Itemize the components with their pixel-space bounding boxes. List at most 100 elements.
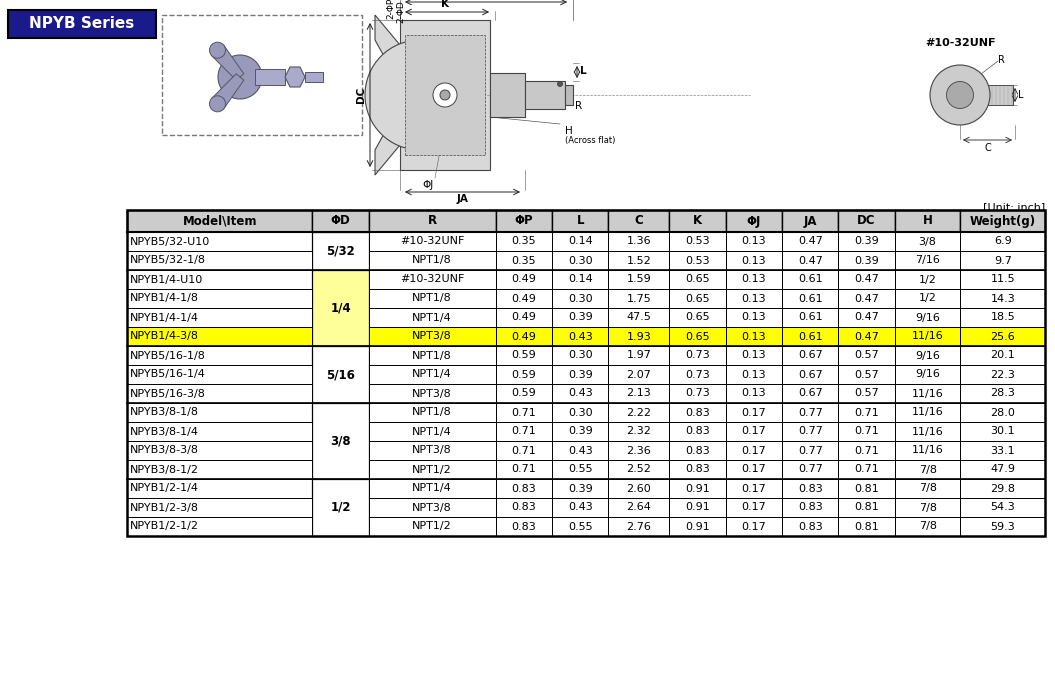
Bar bbox=[305, 72, 323, 82]
Bar bbox=[839, 270, 895, 289]
Text: 7/8: 7/8 bbox=[919, 503, 937, 512]
Bar bbox=[782, 270, 839, 289]
Bar bbox=[369, 384, 496, 403]
Bar bbox=[609, 517, 669, 536]
Bar bbox=[609, 479, 669, 498]
Text: 0.39: 0.39 bbox=[855, 237, 879, 246]
Polygon shape bbox=[375, 15, 400, 85]
Text: NPYB1/4-3/8: NPYB1/4-3/8 bbox=[130, 332, 199, 342]
Bar bbox=[8, 10, 156, 38]
Text: 0.77: 0.77 bbox=[798, 445, 823, 456]
Text: 0.53: 0.53 bbox=[685, 256, 710, 265]
Text: 6.9: 6.9 bbox=[994, 237, 1012, 246]
Bar bbox=[839, 365, 895, 384]
Bar bbox=[726, 441, 782, 460]
Bar bbox=[496, 498, 552, 517]
Text: 0.73: 0.73 bbox=[685, 370, 710, 379]
Text: 9.7: 9.7 bbox=[994, 256, 1012, 265]
Circle shape bbox=[931, 65, 990, 125]
Bar bbox=[726, 251, 782, 270]
Text: 2.36: 2.36 bbox=[627, 445, 651, 456]
Text: 0.13: 0.13 bbox=[742, 389, 766, 398]
Text: 0.57: 0.57 bbox=[855, 370, 879, 379]
Bar bbox=[127, 384, 312, 403]
Bar bbox=[312, 232, 369, 270]
Bar bbox=[726, 232, 782, 251]
Text: 0.49: 0.49 bbox=[512, 312, 536, 323]
Text: 0.49: 0.49 bbox=[512, 332, 536, 342]
Bar bbox=[782, 479, 839, 498]
Text: 2.32: 2.32 bbox=[627, 426, 651, 437]
Bar bbox=[312, 403, 369, 479]
Bar bbox=[609, 498, 669, 517]
Text: 47.9: 47.9 bbox=[991, 465, 1015, 475]
Text: 1.75: 1.75 bbox=[627, 293, 651, 304]
Text: NPYB Series: NPYB Series bbox=[30, 17, 135, 32]
Text: NPYB1/4-1/8: NPYB1/4-1/8 bbox=[130, 293, 199, 304]
Text: NPT3/8: NPT3/8 bbox=[413, 389, 453, 398]
Text: 7/8: 7/8 bbox=[919, 465, 937, 475]
Bar bbox=[369, 365, 496, 384]
Text: 0.65: 0.65 bbox=[685, 293, 710, 304]
Text: 7/8: 7/8 bbox=[919, 484, 937, 494]
Bar bbox=[552, 210, 609, 232]
Bar bbox=[960, 308, 1046, 327]
Bar bbox=[496, 327, 552, 346]
Text: NPYB1/4-1/4: NPYB1/4-1/4 bbox=[130, 312, 199, 323]
Text: 0.59: 0.59 bbox=[512, 370, 536, 379]
Text: ΦJ: ΦJ bbox=[422, 180, 434, 190]
Text: 0.83: 0.83 bbox=[512, 484, 536, 494]
Text: 0.67: 0.67 bbox=[798, 351, 823, 360]
Bar bbox=[405, 35, 485, 155]
Text: 28.0: 28.0 bbox=[991, 407, 1015, 417]
Text: 0.71: 0.71 bbox=[512, 426, 536, 437]
Bar bbox=[127, 232, 312, 251]
Polygon shape bbox=[211, 74, 244, 109]
Bar bbox=[609, 346, 669, 365]
Text: L: L bbox=[1018, 90, 1023, 100]
Text: 0.83: 0.83 bbox=[798, 503, 823, 512]
Text: 0.13: 0.13 bbox=[742, 312, 766, 323]
Text: 0.47: 0.47 bbox=[855, 274, 879, 284]
Text: 0.59: 0.59 bbox=[512, 389, 536, 398]
Text: NPYB1/2-1/2: NPYB1/2-1/2 bbox=[130, 522, 199, 531]
Text: NPT1/4: NPT1/4 bbox=[413, 370, 453, 379]
Bar bbox=[369, 270, 496, 289]
Bar bbox=[369, 232, 496, 251]
Bar bbox=[552, 517, 609, 536]
Text: 2.52: 2.52 bbox=[627, 465, 651, 475]
Bar bbox=[552, 327, 609, 346]
Text: NPYB5/32-U10: NPYB5/32-U10 bbox=[130, 237, 210, 246]
Bar bbox=[609, 270, 669, 289]
Text: 11.5: 11.5 bbox=[991, 274, 1015, 284]
Text: 0.35: 0.35 bbox=[512, 237, 536, 246]
Text: JA: JA bbox=[457, 194, 468, 204]
Bar bbox=[127, 210, 1046, 536]
Text: Weight(g): Weight(g) bbox=[970, 214, 1036, 228]
Text: NPT3/8: NPT3/8 bbox=[413, 332, 453, 342]
Text: L: L bbox=[580, 66, 587, 76]
Text: NPYB5/16-3/8: NPYB5/16-3/8 bbox=[130, 389, 206, 398]
Bar bbox=[496, 289, 552, 308]
Text: NPT1/2: NPT1/2 bbox=[413, 465, 453, 475]
Bar bbox=[609, 422, 669, 441]
Text: 0.47: 0.47 bbox=[855, 312, 879, 323]
Bar bbox=[960, 327, 1046, 346]
Text: 0.13: 0.13 bbox=[742, 351, 766, 360]
Text: 0.39: 0.39 bbox=[855, 256, 879, 265]
Bar bbox=[552, 441, 609, 460]
Text: 33.1: 33.1 bbox=[991, 445, 1015, 456]
Bar bbox=[552, 403, 609, 422]
Bar bbox=[552, 251, 609, 270]
Text: 0.83: 0.83 bbox=[798, 484, 823, 494]
Text: 5/16: 5/16 bbox=[326, 368, 356, 381]
Text: 0.17: 0.17 bbox=[742, 503, 766, 512]
Text: 0.81: 0.81 bbox=[855, 522, 879, 531]
Text: NPT1/8: NPT1/8 bbox=[413, 407, 453, 417]
Bar bbox=[895, 498, 960, 517]
Text: NPYB1/4-U10: NPYB1/4-U10 bbox=[130, 274, 204, 284]
Text: ΦP: ΦP bbox=[515, 214, 533, 228]
Text: H: H bbox=[565, 126, 573, 136]
Bar bbox=[496, 210, 552, 232]
Bar bbox=[369, 479, 496, 498]
